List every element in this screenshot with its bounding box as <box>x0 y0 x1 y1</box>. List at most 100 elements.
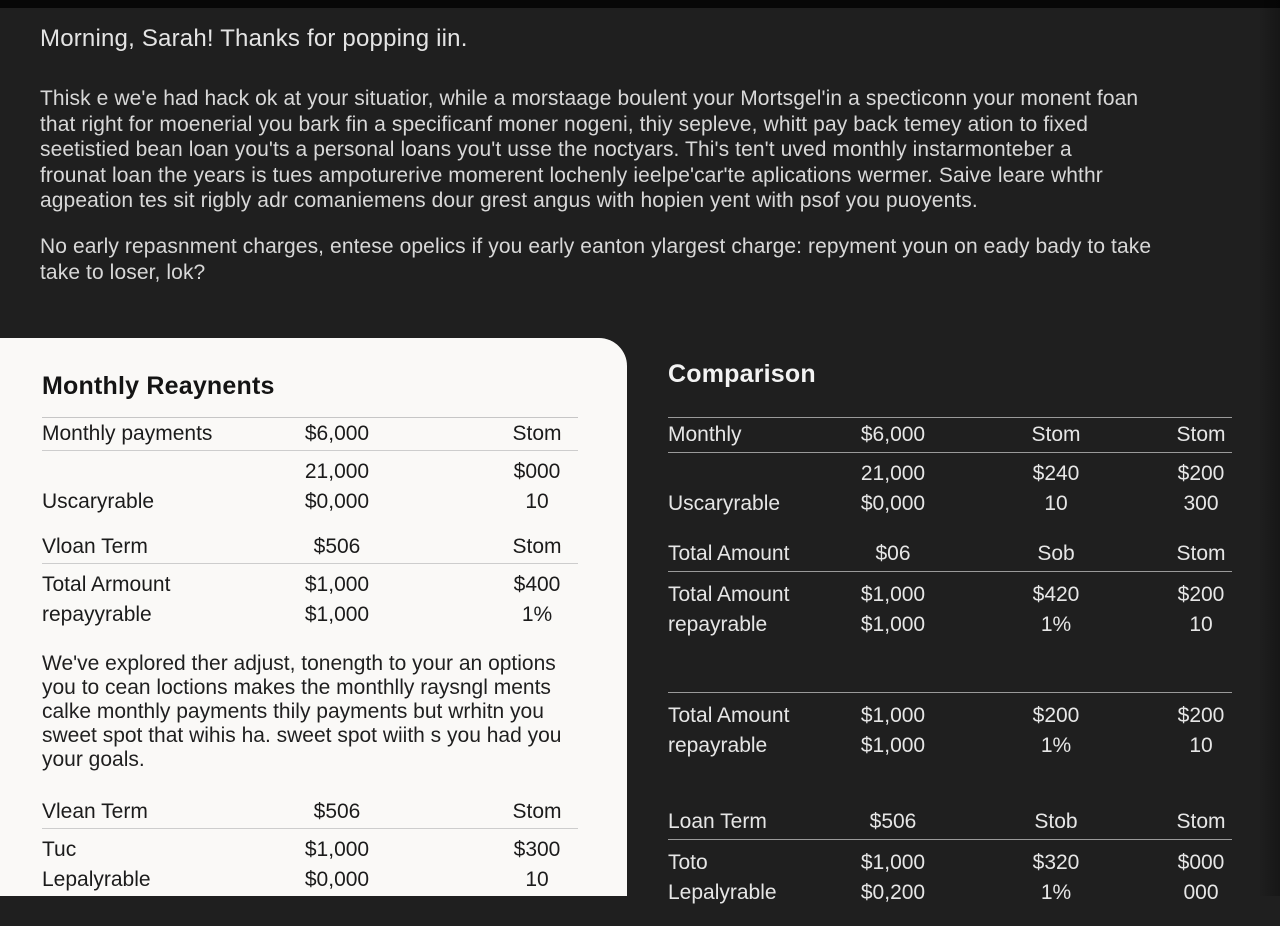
row-value: $0,200 <box>860 881 926 904</box>
table-row: 21,000 $000 <box>42 457 578 487</box>
table-row: Monthly $6,000 Stom Stom <box>668 417 1232 453</box>
monthly-repayments-card: Monthly Reaynents Monthly payments $6,00… <box>0 338 627 896</box>
row-label: Total Armount <box>42 573 171 596</box>
row-value: $506 <box>313 800 361 823</box>
row-value: 21,000 <box>304 460 370 483</box>
row-value: 10 <box>1044 492 1068 515</box>
row-value: 1% <box>1040 881 1072 904</box>
row-label: repayrable <box>668 734 768 757</box>
table-row: Lepalyrable $0,200 1% 000 <box>668 878 1232 908</box>
row-label: repayrable <box>668 613 768 636</box>
row-value: 21,000 <box>860 462 926 485</box>
row-value: $420 <box>1032 583 1080 606</box>
intro-paragraph-1: Thisk e we'e had hack ok at your situati… <box>40 87 1139 213</box>
table-row: Vloan Term $506 Stom <box>42 531 578 564</box>
table-row: Tuc $1,000 $300 <box>42 835 578 865</box>
table-row: Loan Term $506 Stob Stom <box>668 805 1232 840</box>
table-row: Monthly payments $6,000 Stom <box>42 417 578 451</box>
row-label: Vloan Term <box>42 535 148 558</box>
row-value: Stom <box>512 800 562 823</box>
table-row: Total Amount $1,000 $200 $200 <box>668 701 1232 731</box>
row-label: Total Amount <box>668 583 790 606</box>
table-row: Lepalyrable $0,000 10 <box>42 865 578 895</box>
row-value: 10 <box>525 490 549 513</box>
row-value: 10 <box>1189 613 1213 636</box>
row-label: Total Amount <box>668 704 790 727</box>
row-value: $6,000 <box>860 423 926 446</box>
table-row: repayrable $1,000 1% 10 <box>668 610 1232 640</box>
table-row: Uscaryrable $0,000 10 300 <box>668 489 1232 519</box>
row-value: $1,000 <box>860 613 926 636</box>
monthly-panel-title: Monthly Reaynents <box>42 372 275 400</box>
comparison-panel: Comparison Monthly $6,000 Stom Stom 21,0… <box>668 360 1232 926</box>
row-value: $240 <box>1032 462 1080 485</box>
row-value: $400 <box>513 573 561 596</box>
row-label: Monthly <box>668 423 742 446</box>
row-value: $1,000 <box>860 851 926 874</box>
row-value: 10 <box>1189 734 1213 757</box>
row-label: Total Amount <box>668 542 790 565</box>
table-row: Vlean Term $506 Stom <box>42 796 578 829</box>
table-row: Toto $1,000 $320 $000 <box>668 848 1232 878</box>
row-label: Tuc <box>42 838 77 861</box>
table-row-group: Toto $1,000 $320 $000 Lepalyrable $0,200… <box>668 840 1232 926</box>
monthly-table: Monthly payments $6,000 Stom 21,000 $000… <box>42 417 578 909</box>
table-row: Total Armount $1,000 $400 <box>42 570 578 600</box>
row-value: $6,000 <box>304 422 370 445</box>
row-value: 1% <box>1040 613 1072 636</box>
row-label: Uscaryrable <box>668 492 781 515</box>
row-label: Lepalyrable <box>42 868 151 891</box>
table-row-group: Tuc $1,000 $300 Lepalyrable $0,000 10 <box>42 829 578 909</box>
table-row: Total Amount $06 Sob Stom <box>668 537 1232 572</box>
row-value: $0,000 <box>304 490 370 513</box>
row-value: Stom <box>1176 423 1226 446</box>
row-value: $300 <box>513 838 561 861</box>
comparison-title: Comparison <box>668 360 816 388</box>
monthly-panel-note: We've explored ther adjust, tonength to … <box>42 652 562 771</box>
row-value: $000 <box>1177 851 1225 874</box>
row-value: 000 <box>1183 881 1219 904</box>
table-row-group: 21,000 $000 Uscaryrable $0,000 10 <box>42 451 578 531</box>
row-label: Uscaryrable <box>42 490 155 513</box>
table-divider <box>668 692 1232 693</box>
row-value: $0,000 <box>304 868 370 891</box>
table-row: repayrable $1,000 1% 10 <box>668 731 1232 761</box>
table-row: Total Amount $1,000 $420 $200 <box>668 580 1232 610</box>
row-label: Lepalyrable <box>668 881 777 904</box>
row-label: Loan Term <box>668 810 767 833</box>
row-value: $200 <box>1177 704 1225 727</box>
row-value: $200 <box>1032 704 1080 727</box>
row-value: 300 <box>1183 492 1219 515</box>
table-row: 21,000 $240 $200 <box>668 459 1232 489</box>
row-value: $200 <box>1177 583 1225 606</box>
row-label: Toto <box>668 851 708 874</box>
row-value: $200 <box>1177 462 1225 485</box>
row-value: $000 <box>513 460 561 483</box>
row-value: Stob <box>1034 810 1078 833</box>
table-row: Uscaryrable $0,000 10 <box>42 487 578 517</box>
row-value: $506 <box>869 810 917 833</box>
table-row-group: Total Armount $1,000 $400 repayyrable $1… <box>42 564 578 644</box>
row-value: Stom <box>1176 810 1226 833</box>
row-label: repayyrable <box>42 603 152 626</box>
row-value: Stom <box>512 422 562 445</box>
right-edge-shade <box>1258 0 1280 896</box>
row-value: Stom <box>1176 542 1226 565</box>
row-value: Stom <box>1031 423 1081 446</box>
table-row-group: Total Amount $1,000 $420 $200 repayrable… <box>668 572 1232 658</box>
top-edge-strip <box>0 0 1280 8</box>
row-value: 1% <box>521 603 553 626</box>
row-value: $1,000 <box>304 573 370 596</box>
intro-paragraph-2: No early repasnment charges, entese opel… <box>40 234 1152 284</box>
table-row: repayyrable $1,000 1% <box>42 600 578 630</box>
row-value: $1,000 <box>860 734 926 757</box>
table-row-group: 21,000 $240 $200 Uscaryrable $0,000 10 3… <box>668 453 1232 537</box>
row-value: $0,000 <box>860 492 926 515</box>
row-value: 10 <box>525 868 549 891</box>
row-value: 1% <box>1040 734 1072 757</box>
row-value: $320 <box>1032 851 1080 874</box>
row-value: $1,000 <box>304 838 370 861</box>
row-label: Monthly payments <box>42 422 213 445</box>
row-value: $506 <box>313 535 361 558</box>
table-row-group: Total Amount $1,000 $200 $200 repayrable… <box>668 693 1232 779</box>
